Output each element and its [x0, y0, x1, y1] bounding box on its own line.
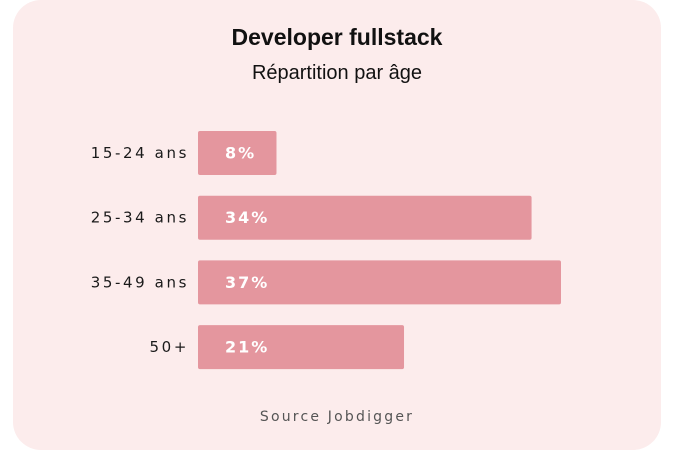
value-label: 37% — [225, 273, 269, 292]
chart-subtitle: Répartition par âge — [251, 62, 423, 84]
bar-2 — [198, 195, 532, 240]
source-note: Source Jobdigger — [259, 409, 415, 425]
bar-4 — [198, 325, 405, 370]
value-label: 34% — [225, 208, 269, 227]
value-label: 8% — [225, 144, 256, 163]
bar-1 — [198, 131, 277, 175]
category-label: 25-34 ans — [91, 209, 189, 227]
category-label: 15-24 ans — [91, 144, 189, 162]
value-label: 21% — [225, 338, 269, 357]
category-label: 35-49 ans — [91, 273, 189, 291]
category-label: 50+ — [150, 338, 189, 356]
bar-3 — [198, 260, 561, 305]
chart-title: Developer fullstack — [231, 24, 443, 50]
